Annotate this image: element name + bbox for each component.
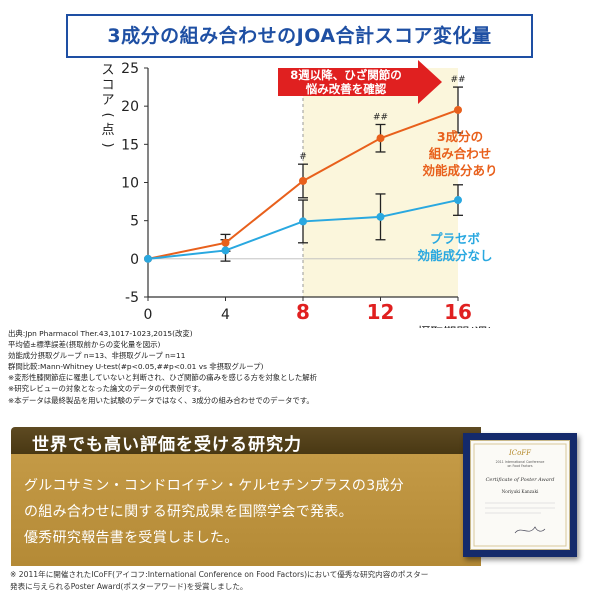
y-tick-label: 5	[130, 214, 139, 230]
y-axis-label-char: ス	[101, 63, 114, 78]
data-point	[376, 134, 385, 143]
y-tick-label: 25	[121, 61, 139, 77]
x-tick-label: 8	[296, 300, 310, 324]
x-tick-label: 0	[144, 307, 153, 323]
y-axis-label-char: (	[100, 112, 115, 117]
certificate-name: Noriyuki Kanzaki	[502, 489, 539, 494]
y-axis-label-char: ア	[101, 93, 114, 108]
data-point	[299, 217, 307, 226]
note-line: ※研究レビューの対象となった論文のデータの代表例です。	[8, 384, 206, 394]
y-tick-label: 10	[121, 176, 139, 192]
y-axis-label-char: )	[100, 142, 115, 147]
award-line: 優秀研究報告書を受賞しました。	[24, 530, 239, 546]
y-tick-label: 20	[121, 99, 139, 115]
footnote: ※ 2011年に開催されたICoFF(アイコフ:International Co…	[10, 569, 590, 593]
data-point	[376, 212, 385, 221]
y-tick-label: 15	[121, 137, 139, 153]
note-line: ※変形性膝関節症に罹患していないと判断され、ひざ関節の痛みを感じる方を対象とした…	[8, 373, 318, 383]
data-point	[299, 176, 307, 185]
series-label: プラセボ	[430, 231, 481, 246]
footnote-line: ※ 2011年に開催されたICoFF(アイコフ:International Co…	[10, 570, 429, 579]
award-line: の組み合わせに関する研究成果を国際学会で発表。	[24, 504, 353, 520]
data-point	[454, 196, 462, 205]
certificate-title: Certificate of Poster Award	[486, 477, 555, 483]
series-label: 効能成分なし	[417, 248, 492, 263]
award-description: グルコサミン・コンドロイチン・ケルセチンプラスの3成分 の組み合わせに関する研究…	[24, 473, 474, 551]
note-line: 群間比較:Mann-Whitney U-test(#p<0.05,##p<0.0…	[8, 362, 264, 372]
note-line: 出典:Jpn Pharmacol Ther.43,1017-1023,2015(…	[8, 329, 193, 338]
certificate-border	[473, 443, 567, 547]
series-label: 効能成分あり	[422, 163, 497, 178]
series-label: 3成分の	[437, 129, 483, 144]
significance-marker: ##	[450, 75, 465, 85]
y-axis-label-char: コ	[101, 78, 114, 93]
certificate-image: ICoFF 2011 International Conference on F…	[470, 440, 570, 550]
x-axis-label: 摂取期間(週)	[417, 325, 492, 328]
annotation-text: 8週以降、ひざ関節の	[290, 68, 402, 82]
series-label: 組み合わせ	[429, 146, 492, 161]
note-line: 効能成分摂取グループ n=13、非摂取グループ n=11	[8, 351, 186, 361]
award-line: グルコサミン・コンドロイチン・ケルセチンプラスの3成分	[24, 478, 405, 494]
certificate-signature	[514, 526, 546, 534]
certificate-text-1: 2011 International Conference	[496, 460, 545, 464]
chart-notes: 出典:Jpn Pharmacol Ther.43,1017-1023,2015(…	[8, 328, 428, 406]
certificate-logo: ICoFF	[508, 449, 532, 457]
significance-marker: ##	[373, 112, 388, 122]
annotation-text: 悩み改善を確認	[305, 82, 387, 96]
data-point	[454, 105, 462, 114]
certificate-graphic: ICoFF 2011 International Conference on F…	[473, 443, 567, 547]
y-tick-label: 0	[130, 252, 139, 268]
chart-title: 3成分の組み合わせのJOA合計スコア変化量	[66, 14, 533, 58]
award-heading: 世界でも高い評価を受ける研究力	[32, 435, 302, 455]
line-chart: 2520151050-5スコア(点)0481216摂取期間(週)#####3成分…	[100, 60, 498, 328]
annotation-arrow	[278, 60, 442, 104]
certificate-text-2: on Food Factors	[507, 464, 532, 468]
note-line: ※本データは最終製品を用いた試験のデータではなく、3成分の組み合わせでのデータで…	[8, 395, 314, 405]
award-body-panel	[11, 454, 481, 566]
data-point	[144, 254, 152, 263]
footnote-line: 発表に与えられるPoster Award(ポスターアワード)を受賞しました。	[10, 582, 248, 591]
x-tick-label: 12	[367, 300, 395, 324]
award-heading-bar	[11, 427, 481, 454]
data-point	[221, 238, 230, 247]
significance-marker: #	[299, 152, 307, 162]
x-tick-label: 16	[444, 300, 472, 324]
x-tick-label: 4	[221, 307, 230, 323]
y-tick-label: -5	[125, 290, 139, 306]
note-line: 平均値±標準誤差(摂取前からの変化量を図示)	[8, 340, 161, 350]
data-point	[221, 246, 230, 255]
y-axis-label-char: 点	[101, 123, 114, 138]
